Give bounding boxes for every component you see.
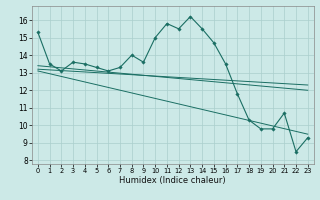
X-axis label: Humidex (Indice chaleur): Humidex (Indice chaleur) xyxy=(119,176,226,185)
